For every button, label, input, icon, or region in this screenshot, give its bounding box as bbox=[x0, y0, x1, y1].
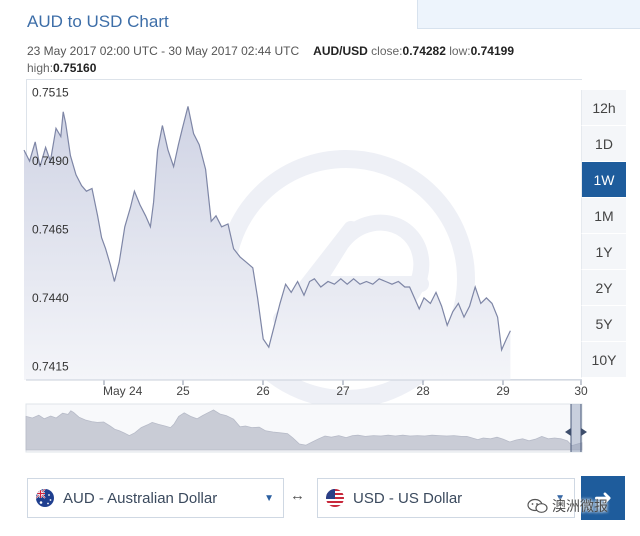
chevron-down-icon: ▼ bbox=[555, 493, 565, 504]
x-tick-label: 28 bbox=[416, 384, 430, 398]
chart-info-line-1: 23 May 2017 02:00 UTC - 30 May 2017 02:4… bbox=[27, 44, 514, 58]
time-range-selector: 12h 1D 1W 1M 1Y 2Y 5Y 10Y bbox=[581, 90, 626, 378]
rate-line[interactable] bbox=[23, 106, 511, 353]
swap-currencies-button[interactable]: ↔ bbox=[290, 487, 305, 504]
x-tick-label: 25 bbox=[176, 384, 190, 398]
navigator-area bbox=[25, 409, 583, 451]
date-range: 23 May 2017 02:00 UTC - 30 May 2017 02:4… bbox=[27, 44, 300, 58]
chart-info-line-2: high:0.75160 bbox=[27, 61, 96, 75]
navigator-chart[interactable] bbox=[25, 403, 587, 454]
to-currency-label: USD - US Dollar bbox=[353, 489, 463, 507]
range-button-10y[interactable]: 10Y bbox=[581, 342, 626, 378]
range-button-1y[interactable]: 1Y bbox=[581, 234, 626, 270]
range-button-1d[interactable]: 1D bbox=[581, 126, 626, 162]
range-button-1m[interactable]: 1M bbox=[581, 198, 626, 234]
navigator-handle-arrows[interactable] bbox=[565, 428, 587, 436]
watermark-text: 澳洲微报 bbox=[552, 498, 608, 514]
range-button-2y[interactable]: 2Y bbox=[581, 270, 626, 306]
top-right-panel bbox=[417, 0, 640, 29]
range-button-1w[interactable]: 1W bbox=[581, 162, 626, 198]
chart-title: AUD to USD Chart bbox=[27, 12, 169, 31]
convert-go-button[interactable]: ➜ bbox=[581, 476, 625, 520]
close-value: 0.74282 bbox=[402, 44, 446, 58]
x-tick-label: 30 bbox=[574, 384, 588, 398]
x-tick-label: May 24 bbox=[103, 384, 143, 398]
range-button-5y[interactable]: 5Y bbox=[581, 306, 626, 342]
currency-pair: AUD/USD bbox=[313, 44, 368, 58]
x-tick-label: 27 bbox=[336, 384, 350, 398]
rate-chart[interactable]: 0.7515 0.7490 0.7465 0.7440 0.7415 May 24 25 26… bbox=[23, 79, 588, 408]
x-tick-label: 29 bbox=[496, 384, 510, 398]
navigator-selection[interactable] bbox=[571, 404, 581, 452]
us-flag-icon bbox=[326, 489, 344, 507]
high-label: high: bbox=[27, 61, 54, 75]
to-currency-select[interactable]: USD - US Dollar ▼ bbox=[317, 478, 575, 518]
y-tick-label: 0.7465 bbox=[32, 223, 69, 237]
rate-area-fill bbox=[24, 106, 511, 381]
y-tick-label: 0.7490 bbox=[32, 154, 69, 168]
x-tick-label: 26 bbox=[256, 384, 270, 398]
low-value: 0.74199 bbox=[470, 44, 514, 58]
high-value: 0.75160 bbox=[53, 61, 97, 75]
watermark: 澳洲微报 bbox=[527, 496, 608, 516]
low-label: low: bbox=[449, 44, 471, 58]
range-button-12h[interactable]: 12h bbox=[581, 90, 626, 126]
y-tick-label: 0.7415 bbox=[32, 359, 69, 373]
wechat-icon bbox=[527, 498, 548, 513]
close-label: close: bbox=[371, 44, 403, 58]
from-currency-label: AUD - Australian Dollar bbox=[63, 489, 218, 507]
y-tick-label: 0.7515 bbox=[32, 86, 69, 100]
from-currency-select[interactable]: AUD - Australian Dollar ▼ bbox=[27, 478, 284, 518]
chevron-down-icon: ▼ bbox=[264, 493, 274, 504]
australia-flag-icon bbox=[36, 489, 54, 507]
y-tick-label: 0.7440 bbox=[32, 291, 69, 305]
